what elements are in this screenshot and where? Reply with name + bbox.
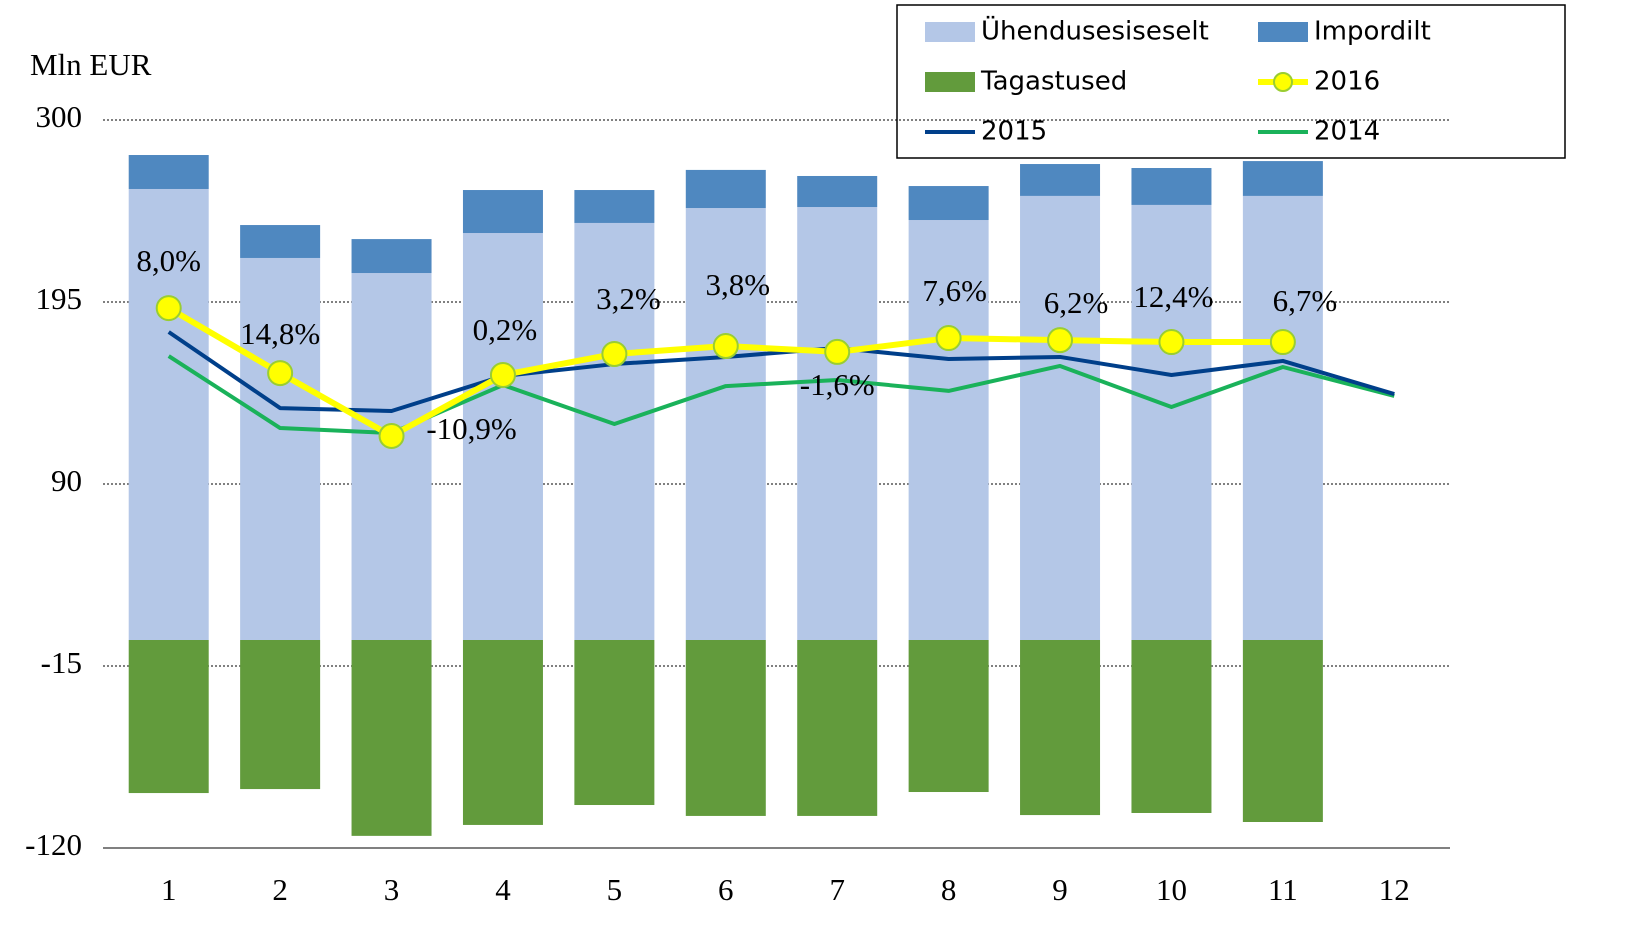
marker xyxy=(1269,329,1296,356)
bar xyxy=(240,225,321,258)
bar xyxy=(1242,161,1323,196)
x-tick-label: 7 xyxy=(829,872,845,907)
bar xyxy=(574,640,655,806)
bar xyxy=(574,190,655,223)
marker xyxy=(1158,329,1185,356)
bar xyxy=(797,207,878,640)
bar xyxy=(574,222,655,640)
bar xyxy=(240,640,321,790)
bar xyxy=(1131,640,1212,813)
bar xyxy=(240,257,321,640)
legend-swatch xyxy=(925,72,975,92)
legend-swatch xyxy=(925,22,975,42)
marker xyxy=(267,360,294,387)
x-tick-label: 12 xyxy=(1379,872,1410,907)
bar xyxy=(128,188,209,640)
bar xyxy=(351,640,432,836)
bar xyxy=(1131,168,1212,205)
bar xyxy=(351,273,432,640)
annotation: 3,2% xyxy=(596,281,661,316)
legend-label: Ühendusesiseselt xyxy=(981,15,1209,47)
bar xyxy=(908,186,989,221)
bar xyxy=(685,208,766,640)
legend-label: Tagastused xyxy=(980,67,1127,97)
bar xyxy=(351,239,432,274)
bar xyxy=(685,169,766,209)
annotation: 6,2% xyxy=(1044,285,1109,320)
x-tick-label: 5 xyxy=(607,872,623,907)
marker xyxy=(155,295,182,322)
marker xyxy=(1047,327,1074,354)
legend-swatch xyxy=(1258,22,1308,42)
y-axis-label: Mln EUR xyxy=(30,47,152,82)
marker xyxy=(712,333,739,360)
annotation: 8,0% xyxy=(136,243,201,278)
bar xyxy=(1020,164,1101,196)
bar xyxy=(1020,195,1101,641)
x-tick-label: 11 xyxy=(1268,872,1298,907)
legend-label: 2015 xyxy=(981,117,1047,147)
annotation: 12,4% xyxy=(1133,279,1213,314)
y-tick-label: -15 xyxy=(41,645,82,680)
marker xyxy=(601,341,628,367)
bar xyxy=(797,175,878,208)
bar xyxy=(908,640,989,793)
y-tick-label: 195 xyxy=(36,281,83,316)
bar xyxy=(462,640,543,825)
annotation: 6,7% xyxy=(1273,283,1338,318)
x-tick-label: 4 xyxy=(495,872,511,907)
marker xyxy=(935,325,962,352)
bar xyxy=(462,190,543,234)
marker xyxy=(489,361,516,388)
bar xyxy=(1020,640,1101,816)
annotation: 3,8% xyxy=(706,267,771,302)
x-tick-label: 10 xyxy=(1156,872,1187,907)
legend-label: Impordilt xyxy=(1314,17,1431,47)
line xyxy=(167,330,1395,414)
x-tick-label: 9 xyxy=(1052,872,1068,907)
x-tick-label: 6 xyxy=(718,872,734,907)
annotation: -1,6% xyxy=(800,367,875,402)
bar xyxy=(1131,204,1212,640)
legend-label: 2016 xyxy=(1314,67,1380,97)
legend-swatch xyxy=(1273,72,1293,92)
bar xyxy=(128,155,209,189)
bar xyxy=(462,233,543,640)
x-tick-label: 2 xyxy=(272,872,288,907)
legend-label: 2014 xyxy=(1314,117,1380,147)
x-tick-label: 8 xyxy=(941,872,957,907)
bar xyxy=(685,640,766,816)
annotation: 0,2% xyxy=(473,312,538,347)
bar xyxy=(797,640,878,816)
bar xyxy=(128,640,209,794)
bar xyxy=(1242,640,1323,822)
y-tick-label: 90 xyxy=(51,463,82,498)
annotation: 7,6% xyxy=(922,273,987,308)
annotation: -10,9% xyxy=(426,411,516,446)
annotation: 14,8% xyxy=(240,316,320,351)
y-tick-label: 300 xyxy=(36,99,83,134)
legend-box xyxy=(896,4,1566,159)
marker xyxy=(824,338,851,365)
line xyxy=(167,354,1395,436)
x-tick-label: 1 xyxy=(161,872,177,907)
marker xyxy=(378,422,405,449)
x-tick-label: 3 xyxy=(384,872,400,907)
y-tick-label: -120 xyxy=(25,827,82,862)
bar xyxy=(1242,195,1323,641)
bar xyxy=(908,220,989,640)
